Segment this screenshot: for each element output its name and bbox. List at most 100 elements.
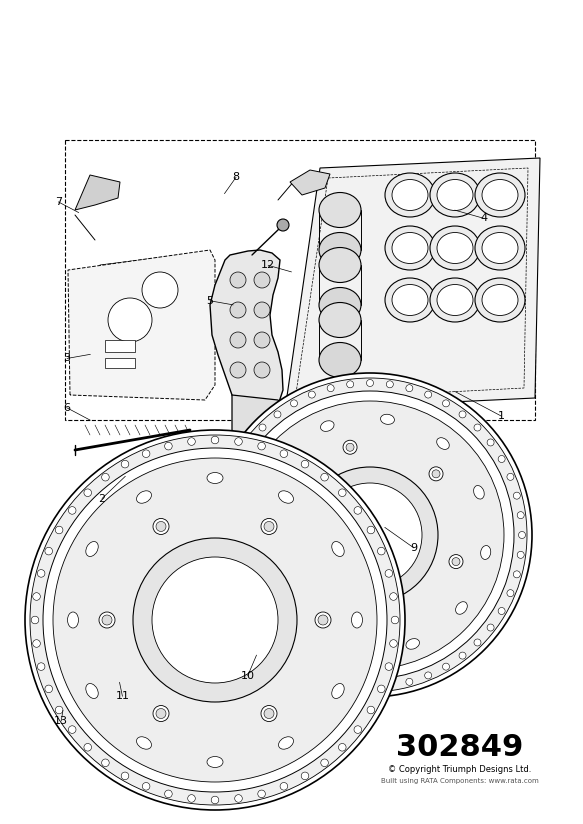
Circle shape	[498, 607, 505, 615]
Polygon shape	[68, 250, 215, 400]
Ellipse shape	[319, 232, 361, 268]
Ellipse shape	[437, 284, 473, 316]
Bar	[105, 340, 135, 352]
Ellipse shape	[392, 232, 428, 264]
Circle shape	[354, 726, 361, 733]
Ellipse shape	[319, 193, 361, 227]
Circle shape	[188, 794, 195, 803]
Circle shape	[208, 373, 532, 697]
Circle shape	[264, 522, 274, 531]
Circle shape	[258, 442, 265, 450]
Circle shape	[216, 551, 223, 559]
Circle shape	[274, 411, 281, 418]
Ellipse shape	[482, 284, 518, 316]
Circle shape	[518, 531, 525, 539]
Circle shape	[156, 709, 166, 719]
Circle shape	[216, 512, 223, 518]
Ellipse shape	[406, 639, 420, 649]
Circle shape	[308, 391, 315, 398]
Circle shape	[102, 615, 112, 625]
Circle shape	[318, 615, 328, 625]
Circle shape	[459, 411, 466, 418]
Circle shape	[327, 385, 334, 391]
Ellipse shape	[136, 737, 152, 749]
Text: 5: 5	[206, 296, 213, 306]
Circle shape	[290, 663, 297, 670]
Circle shape	[517, 512, 524, 518]
Circle shape	[259, 639, 266, 646]
Polygon shape	[290, 170, 330, 195]
Circle shape	[101, 759, 109, 766]
Circle shape	[367, 380, 374, 386]
Polygon shape	[210, 250, 283, 415]
Ellipse shape	[430, 173, 480, 217]
Ellipse shape	[475, 278, 525, 322]
Circle shape	[246, 624, 253, 631]
Circle shape	[220, 492, 227, 499]
Ellipse shape	[392, 180, 428, 210]
Text: 12: 12	[261, 260, 275, 270]
Ellipse shape	[482, 232, 518, 264]
Circle shape	[406, 385, 413, 391]
Circle shape	[280, 504, 288, 513]
Ellipse shape	[475, 173, 525, 217]
Circle shape	[215, 531, 222, 539]
Text: 3: 3	[64, 353, 71, 363]
Polygon shape	[75, 175, 120, 210]
Text: 11: 11	[115, 691, 129, 701]
Circle shape	[327, 678, 334, 686]
Circle shape	[235, 438, 243, 445]
Circle shape	[301, 461, 309, 468]
Text: © Copyright Triumph Designs Ltd.: © Copyright Triumph Designs Ltd.	[388, 765, 532, 775]
Ellipse shape	[352, 612, 363, 628]
Circle shape	[254, 362, 270, 378]
Circle shape	[235, 794, 243, 803]
Circle shape	[33, 639, 40, 648]
Circle shape	[517, 551, 524, 559]
Circle shape	[121, 461, 129, 468]
Circle shape	[226, 473, 233, 480]
Circle shape	[346, 443, 354, 452]
Circle shape	[315, 612, 331, 628]
Circle shape	[459, 652, 466, 659]
Circle shape	[99, 612, 115, 628]
Circle shape	[95, 717, 101, 723]
Circle shape	[30, 435, 400, 805]
Ellipse shape	[482, 180, 518, 210]
Circle shape	[301, 772, 309, 780]
Circle shape	[385, 662, 393, 671]
Circle shape	[487, 624, 494, 631]
Circle shape	[391, 616, 399, 624]
Circle shape	[442, 663, 449, 670]
Circle shape	[432, 470, 440, 478]
Circle shape	[254, 332, 270, 348]
Circle shape	[378, 547, 385, 555]
Circle shape	[188, 438, 195, 445]
Circle shape	[91, 713, 105, 727]
Circle shape	[385, 569, 393, 578]
Ellipse shape	[319, 288, 361, 322]
Ellipse shape	[475, 226, 525, 270]
Ellipse shape	[332, 541, 344, 556]
Ellipse shape	[437, 232, 473, 264]
Circle shape	[31, 616, 39, 624]
Circle shape	[43, 448, 387, 792]
Circle shape	[318, 483, 422, 587]
Circle shape	[339, 489, 346, 497]
Circle shape	[68, 726, 76, 733]
Ellipse shape	[392, 284, 428, 316]
Circle shape	[387, 381, 394, 388]
Circle shape	[37, 662, 45, 671]
Circle shape	[308, 672, 315, 679]
Circle shape	[507, 473, 514, 480]
Circle shape	[68, 507, 76, 514]
Ellipse shape	[86, 541, 99, 556]
Circle shape	[507, 590, 514, 597]
Ellipse shape	[319, 247, 361, 283]
Circle shape	[226, 590, 233, 597]
Circle shape	[220, 571, 227, 578]
Polygon shape	[285, 158, 540, 410]
Text: 6: 6	[64, 403, 71, 413]
Circle shape	[142, 783, 150, 790]
Circle shape	[280, 450, 287, 457]
